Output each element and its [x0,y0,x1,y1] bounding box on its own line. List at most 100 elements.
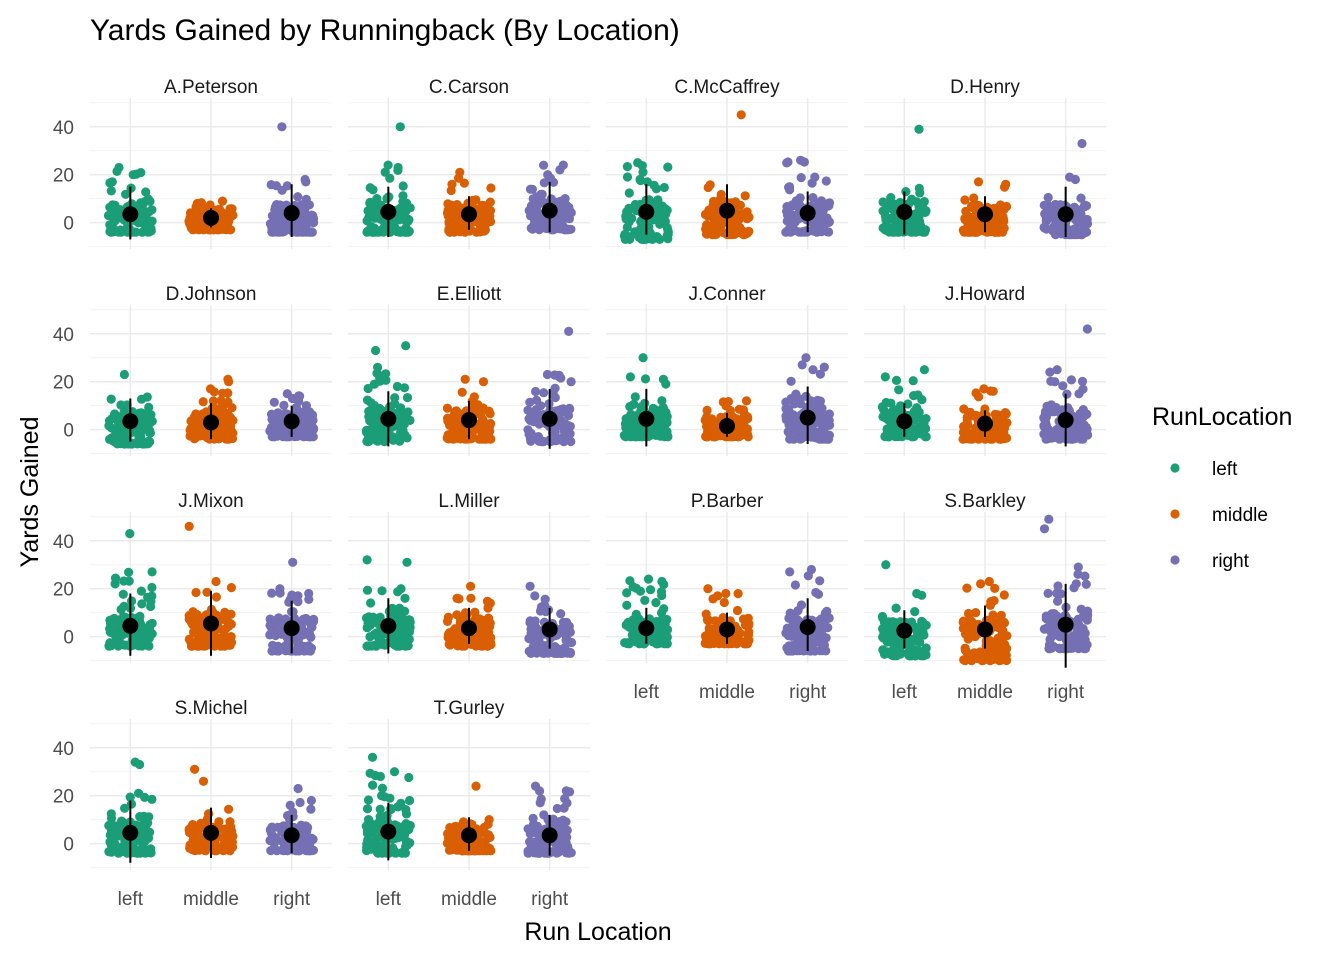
data-point [1070,174,1080,185]
data-point [211,576,221,587]
data-point [819,640,830,650]
data-point [362,804,373,814]
data-point [147,582,157,593]
data-point [740,191,750,201]
data-point [147,205,157,215]
mean-point [283,205,300,222]
data-point [147,794,157,805]
data-point [216,396,226,406]
data-point [375,841,385,851]
data-point [702,615,713,625]
data-point [363,641,373,651]
data-point [1054,629,1064,639]
data-point [110,579,120,589]
data-point [990,227,1001,237]
facet-strip-label: S.Michel [175,698,248,719]
y-tick-label: 0 [63,835,74,856]
data-point [119,576,129,586]
mean-point [461,620,477,637]
data-point [298,614,308,625]
data-point [108,614,118,624]
data-point [986,597,996,607]
data-point [807,642,817,653]
mean-point [283,620,300,637]
data-point [920,227,930,237]
y-axis-title: Yards Gained [16,416,44,567]
data-point [305,211,315,221]
data-point [732,605,743,616]
data-point [781,227,791,237]
data-point [988,386,998,396]
data-point [527,211,537,221]
mean-point [461,412,477,429]
data-point [306,804,316,814]
data-point [362,585,373,595]
data-point [1080,571,1090,581]
data-point [971,428,981,438]
data-point [1056,589,1066,599]
data-point [452,593,462,604]
data-point [145,426,155,436]
data-point [404,772,414,783]
facet-panel: J.Howard [864,284,1106,456]
data-point [1078,407,1088,417]
data-point [1050,618,1060,628]
data-point [916,414,927,424]
data-point [797,360,807,370]
data-point [363,383,373,394]
data-point [556,416,566,426]
data-point [788,417,798,427]
data-point [402,433,412,443]
data-point [657,396,667,406]
mean-point [799,409,816,426]
data-point [888,633,898,643]
data-point [960,195,970,205]
data-point [921,643,931,653]
data-point [288,557,298,567]
data-point [364,406,374,416]
data-point [1052,365,1062,375]
data-point [448,434,458,444]
facet-panel: E.Elliott [348,284,590,456]
data-point [297,227,308,237]
data-point [643,574,654,584]
data-point [1043,192,1053,203]
data-point [398,191,408,201]
data-point [792,614,802,625]
data-point [106,186,116,196]
data-point [453,414,463,424]
data-point [991,414,1001,424]
y-tick-label: 40 [53,325,74,346]
data-point [976,579,986,589]
data-point [882,647,892,657]
data-point [656,608,667,618]
data-point [1050,377,1060,387]
data-point [371,628,381,638]
data-point [914,625,924,635]
data-point [731,215,741,225]
data-point [400,198,410,209]
data-point [531,386,541,397]
data-point [652,208,662,218]
x-axis-title: Run Location [524,918,671,946]
mean-point [1057,206,1074,223]
data-point [443,829,453,839]
data-point [145,196,155,206]
data-point [645,585,656,595]
data-point [362,846,372,856]
data-point [878,626,889,636]
data-point [474,632,484,642]
data-point [782,623,792,633]
data-point [543,814,553,825]
data-point [539,178,549,188]
data-point [397,848,407,858]
data-point [1058,381,1068,391]
data-point [124,567,134,577]
mean-point [283,827,300,844]
data-point [1043,588,1053,599]
data-point [396,584,406,594]
data-point [787,409,797,419]
data-point [548,225,559,235]
data-point [1002,201,1012,212]
